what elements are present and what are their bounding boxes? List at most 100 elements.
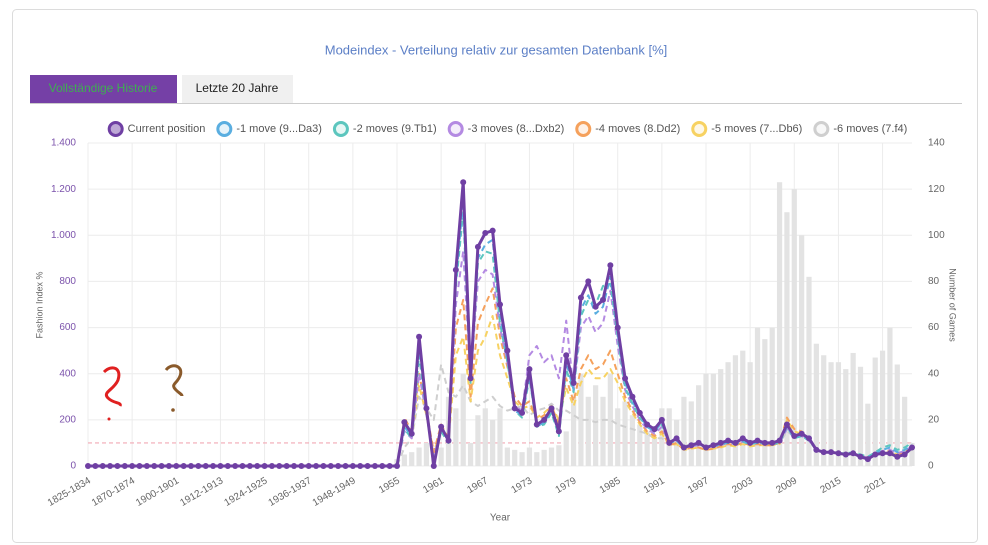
point <box>828 449 835 456</box>
point <box>725 437 732 444</box>
y-tick-label: 0 <box>70 461 76 472</box>
bar <box>644 431 650 466</box>
point <box>717 439 724 446</box>
y-axis-title: Fashion Index % <box>34 271 44 338</box>
point <box>798 430 805 437</box>
legend-swatch <box>691 121 708 137</box>
legend-label: Current position <box>128 123 206 135</box>
point <box>305 463 312 469</box>
bar <box>740 350 746 466</box>
point <box>276 463 283 469</box>
bar <box>512 449 518 466</box>
point <box>482 229 489 236</box>
point <box>217 463 224 469</box>
point <box>629 393 636 400</box>
legend-label: -5 moves (7...Db6) <box>711 123 802 135</box>
bar <box>909 442 915 466</box>
point <box>872 451 879 458</box>
bar <box>497 408 503 466</box>
bar <box>762 339 768 466</box>
bar <box>681 396 687 466</box>
legend-swatch <box>575 121 592 137</box>
bar <box>784 212 790 466</box>
bar <box>416 447 422 466</box>
point <box>379 463 386 469</box>
point <box>210 463 217 469</box>
y-tick-label: 600 <box>59 322 76 333</box>
tab-label[interactable]: Letzte 20 Jahre <box>196 81 279 95</box>
bar <box>467 442 474 466</box>
y2-tick-label: 120 <box>928 184 945 195</box>
point <box>430 463 437 469</box>
legend-label: -2 moves (9.Tb1) <box>353 123 437 135</box>
y2-tick-label: 0 <box>928 461 934 472</box>
legend-swatch <box>107 121 124 137</box>
line <box>88 287 913 467</box>
tab-label[interactable]: Vollständige Historie <box>49 81 158 95</box>
legend-swatch <box>447 121 464 137</box>
legend-swatch <box>216 121 233 137</box>
point <box>364 463 371 469</box>
point <box>570 379 577 386</box>
point <box>842 451 849 458</box>
point <box>180 463 187 469</box>
bar <box>835 362 842 466</box>
bar <box>659 408 665 466</box>
point <box>129 463 136 469</box>
point <box>710 442 717 449</box>
bar <box>894 364 900 466</box>
legend-label: -4 moves (8.Dd2) <box>595 123 680 135</box>
tab-active[interactable] <box>30 75 177 103</box>
bar <box>585 396 591 466</box>
point <box>438 423 445 430</box>
bar <box>475 415 481 466</box>
point <box>585 278 592 285</box>
y-tick-label: 200 <box>59 414 76 425</box>
bar <box>696 385 702 466</box>
point <box>666 439 673 446</box>
bar <box>828 362 834 466</box>
point <box>232 463 239 469</box>
bar <box>651 438 658 466</box>
legend-swatch <box>332 121 349 137</box>
legend-label: -1 move (9...Da3) <box>236 123 322 135</box>
point <box>107 463 114 469</box>
bar <box>754 327 761 466</box>
point <box>254 463 261 469</box>
point <box>901 451 908 458</box>
bar <box>857 366 864 466</box>
point <box>504 347 511 354</box>
point <box>541 416 548 423</box>
bar <box>534 452 540 466</box>
point <box>879 450 886 457</box>
y-tick-label: 400 <box>59 368 76 379</box>
point <box>202 463 209 469</box>
point <box>636 409 643 416</box>
tab[interactable] <box>182 75 293 103</box>
point <box>423 405 430 412</box>
bar <box>821 355 827 466</box>
point <box>857 453 864 460</box>
bar <box>850 352 856 466</box>
point <box>563 352 570 359</box>
point <box>909 444 915 451</box>
y2-axis-title: Number of Games <box>948 268 958 342</box>
point <box>703 444 709 451</box>
point <box>452 266 459 273</box>
point <box>864 456 871 463</box>
point <box>850 450 857 457</box>
y2-tick-label: 20 <box>928 414 940 425</box>
point <box>313 463 320 469</box>
bar <box>622 401 628 466</box>
point <box>173 463 180 469</box>
bar <box>806 276 812 466</box>
point <box>886 450 893 457</box>
bar <box>563 431 569 466</box>
point <box>592 303 599 310</box>
point <box>283 463 290 469</box>
point <box>754 437 761 444</box>
chart-title: Modeindex - Verteilung relativ zur gesam… <box>325 42 668 57</box>
y2-tick-label: 80 <box>928 276 940 287</box>
